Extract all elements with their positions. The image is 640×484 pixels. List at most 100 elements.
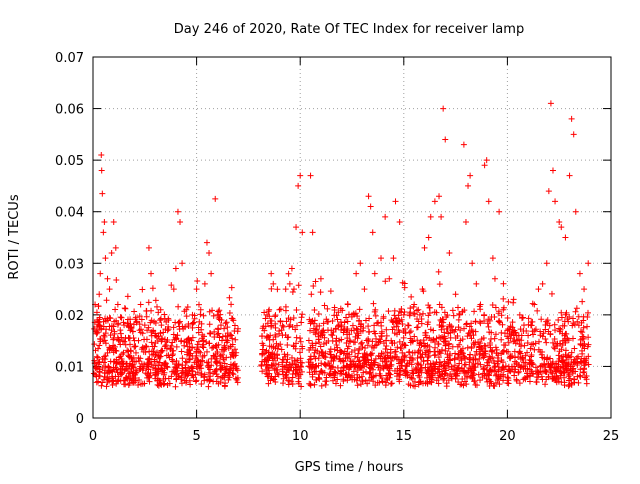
data-point (103, 383, 110, 390)
data-point (437, 350, 444, 357)
data-point (126, 341, 133, 348)
data-point (410, 356, 417, 363)
data-point (149, 351, 156, 358)
data-point (493, 350, 500, 357)
data-point (461, 325, 468, 332)
data-point (440, 105, 447, 112)
data-point (496, 373, 503, 380)
data-point (395, 312, 402, 319)
data-point (267, 332, 274, 339)
data-point (132, 349, 139, 356)
data-point (505, 298, 512, 305)
data-point (106, 346, 113, 353)
y-tick-label: 0.04 (55, 206, 84, 221)
data-point (319, 369, 326, 376)
data-point (406, 348, 413, 355)
data-point (524, 340, 531, 347)
data-point (411, 301, 418, 308)
data-point (343, 339, 350, 346)
data-point (464, 333, 471, 340)
data-point (170, 324, 177, 331)
data-point (549, 360, 556, 367)
data-point (298, 314, 305, 321)
data-point (329, 318, 336, 325)
data-point (234, 379, 241, 386)
data-point (111, 358, 118, 365)
data-point (136, 313, 143, 320)
data-point (137, 363, 144, 370)
data-point (127, 327, 134, 334)
data-point (106, 286, 113, 293)
data-point (163, 363, 170, 370)
data-point (511, 358, 518, 365)
data-point (493, 371, 500, 378)
data-point (148, 339, 155, 346)
data-point (137, 329, 144, 336)
data-point (486, 382, 493, 389)
data-point (370, 300, 377, 307)
data-point (293, 307, 300, 314)
data-point (371, 361, 378, 368)
data-point (523, 370, 530, 377)
data-point (212, 195, 219, 202)
data-point (194, 346, 201, 353)
data-point (263, 358, 270, 365)
data-point (172, 383, 179, 390)
data-point (359, 378, 366, 385)
data-point (500, 280, 507, 287)
data-point (181, 342, 188, 349)
data-point (113, 380, 120, 387)
data-point (442, 347, 449, 354)
data-point (118, 314, 125, 321)
data-point (344, 362, 351, 369)
data-point (531, 301, 538, 308)
data-point (218, 337, 225, 344)
data-point (369, 374, 376, 381)
data-point (392, 198, 399, 205)
data-point (346, 331, 353, 338)
data-point (557, 368, 564, 375)
data-point (504, 327, 511, 334)
data-point (354, 330, 361, 337)
data-point (581, 340, 588, 347)
data-point (329, 332, 336, 339)
data-point (540, 330, 547, 337)
data-point (125, 373, 132, 380)
data-point (376, 379, 383, 386)
data-point (102, 352, 109, 359)
data-point (150, 327, 157, 334)
data-point (386, 374, 393, 381)
data-point (138, 316, 145, 323)
data-point (234, 325, 241, 332)
data-point (306, 316, 313, 323)
data-point (317, 289, 324, 296)
data-point (116, 338, 123, 345)
data-point (495, 308, 502, 315)
data-point (444, 351, 451, 358)
data-point (424, 361, 431, 368)
data-point (533, 379, 540, 386)
data-point (442, 136, 449, 143)
data-point (344, 301, 351, 308)
data-point (356, 306, 363, 313)
data-point (290, 314, 297, 321)
data-point (414, 315, 421, 322)
data-point (388, 358, 395, 365)
data-point (311, 364, 318, 371)
data-point (505, 377, 512, 384)
data-point (289, 370, 296, 377)
data-point (224, 324, 231, 331)
data-point (416, 374, 423, 381)
data-point (424, 380, 431, 387)
data-point (98, 167, 105, 174)
data-point (196, 318, 203, 325)
data-point (384, 349, 391, 356)
data-point (431, 339, 438, 346)
data-point (298, 319, 305, 326)
data-point (313, 326, 320, 333)
data-point (568, 349, 575, 356)
data-point (327, 288, 334, 295)
data-point (430, 336, 437, 343)
data-point (98, 382, 105, 389)
